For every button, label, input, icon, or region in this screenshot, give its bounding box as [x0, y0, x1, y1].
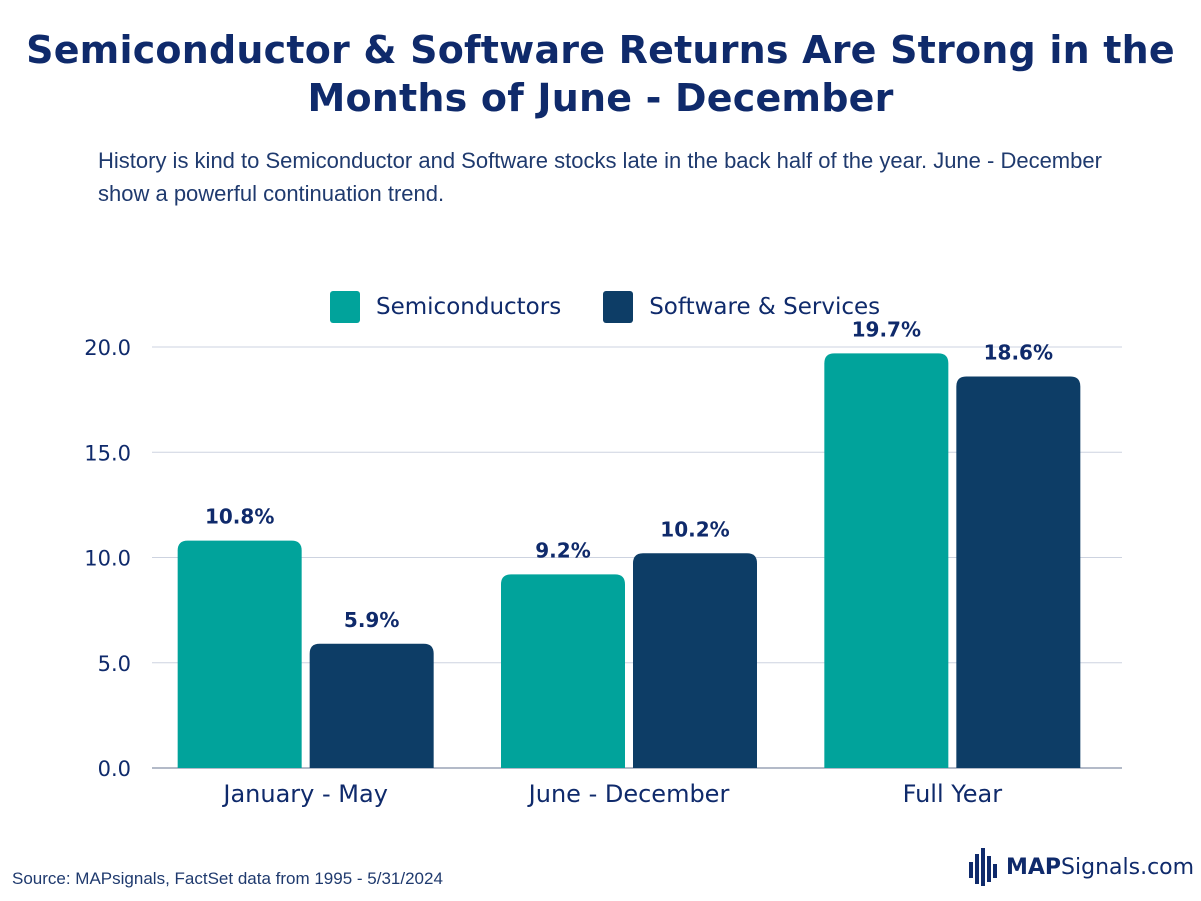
- legend-label-software: Software & Services: [649, 294, 881, 320]
- legend-swatch-semiconductors: [330, 291, 360, 323]
- bar-software-2: [956, 376, 1081, 768]
- bar-semiconductors-0: [177, 540, 302, 768]
- data-label: 5.9%: [344, 608, 399, 632]
- x-tick-label: Full Year: [903, 780, 1003, 808]
- bar-chart-logo-icon: [969, 848, 997, 886]
- data-label: 18.6%: [984, 340, 1053, 364]
- data-label: 10.2%: [660, 517, 729, 541]
- data-label: 10.8%: [205, 505, 274, 529]
- brand-name-bold: MAP: [1006, 854, 1062, 880]
- y-tick-label: 0.0: [98, 757, 131, 781]
- bar-software-0: [309, 643, 434, 768]
- legend-swatch-software: [603, 291, 634, 323]
- bar-semiconductors-1: [501, 574, 625, 768]
- y-tick-label: 15.0: [84, 441, 131, 465]
- bar-software-1: [633, 553, 757, 768]
- legend: Semiconductors Software & Services: [330, 290, 922, 324]
- legend-label-semiconductors: Semiconductors: [376, 294, 562, 320]
- bar-semiconductors-2: [824, 353, 949, 768]
- data-label: 19.7%: [852, 317, 921, 341]
- x-tick-label: June - December: [527, 780, 730, 808]
- chart-subtitle: History is kind to Semiconductor and Sof…: [98, 148, 1102, 206]
- data-label: 9.2%: [535, 538, 590, 562]
- source-note: Source: MAPsignals, FactSet data from 19…: [12, 869, 443, 888]
- chart-title: Semiconductor & Software Returns Are Str…: [26, 28, 1175, 120]
- legend-item-software: Software & Services: [603, 291, 880, 323]
- y-tick-label: 20.0: [84, 336, 131, 360]
- y-tick-label: 5.0: [98, 652, 131, 676]
- brand-name-regular: Signals.com: [1061, 854, 1195, 880]
- x-tick-label: January - May: [221, 780, 388, 808]
- brand-logo: MAP Signals.com: [968, 846, 1194, 888]
- legend-item-semiconductors: Semiconductors: [330, 291, 561, 323]
- y-tick-label: 10.0: [84, 547, 131, 571]
